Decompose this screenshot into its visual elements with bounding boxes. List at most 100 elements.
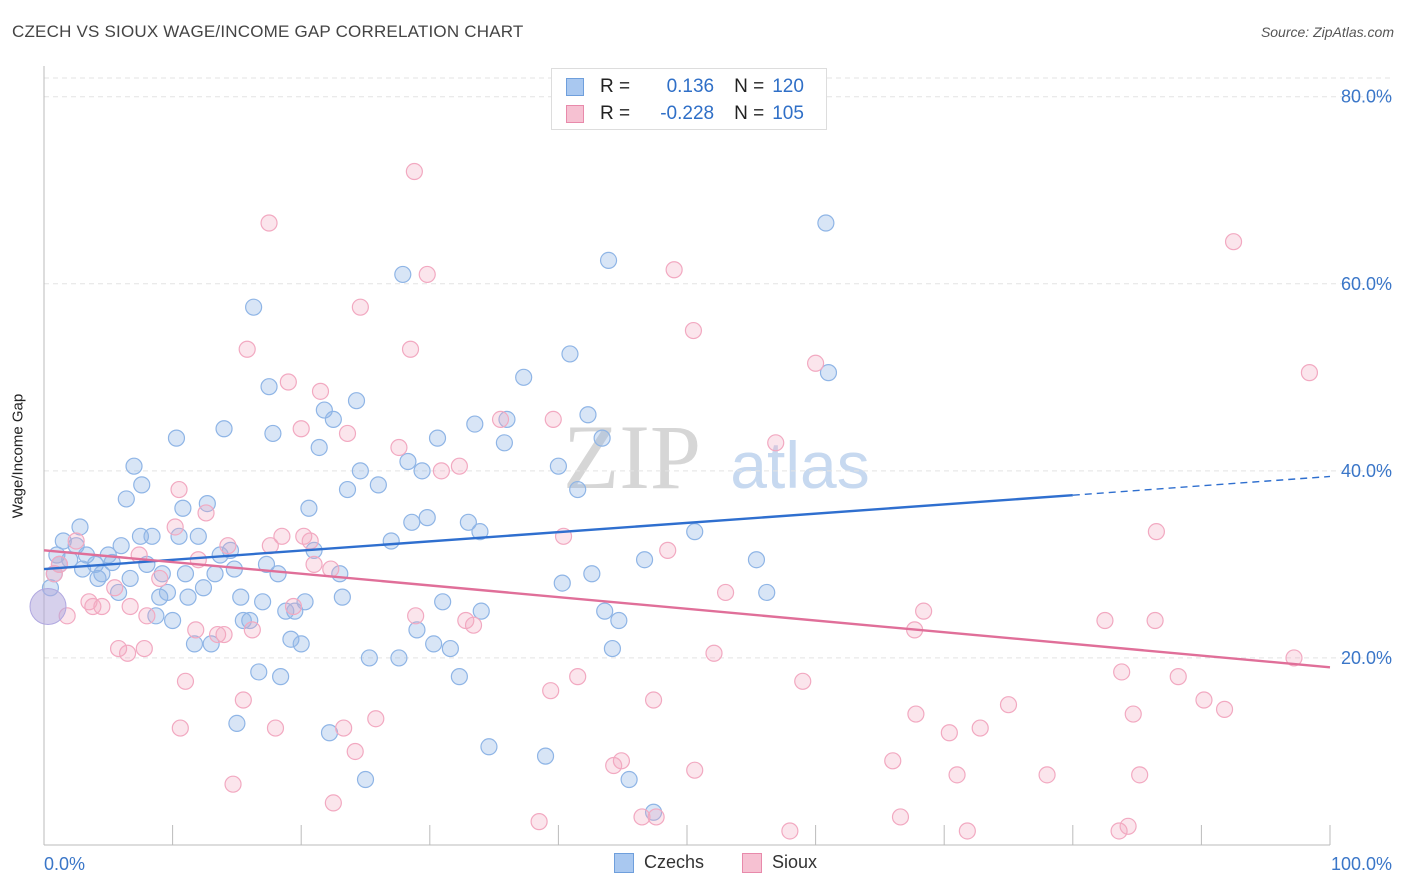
czechs-point: [133, 476, 151, 494]
sioux-point: [405, 162, 423, 181]
sioux-point: [238, 340, 256, 358]
sioux-point: [224, 775, 242, 793]
sioux-point: [705, 644, 723, 662]
sioux-point: [612, 752, 631, 770]
sioux-point: [1300, 364, 1319, 382]
sioux-point: [1131, 766, 1149, 784]
sioux-point: [1124, 705, 1142, 723]
czechs-point: [819, 364, 838, 382]
czechs-point: [356, 770, 375, 789]
sioux-point: [542, 682, 560, 700]
sioux-point: [151, 569, 169, 588]
sioux-point: [84, 597, 102, 616]
czechs-point: [480, 738, 498, 756]
czechs-point: [390, 649, 408, 667]
czechs-point: [117, 490, 135, 508]
czechs-point: [418, 509, 436, 527]
sioux-point: [1096, 611, 1114, 630]
sioux-point: [367, 710, 385, 728]
sioux-point: [197, 504, 215, 522]
czechs-point: [282, 630, 300, 648]
czechs-point: [234, 611, 252, 630]
sioux-point: [464, 616, 483, 634]
sioux-point: [1110, 822, 1128, 840]
sioux-point: [166, 518, 184, 536]
czechs-point: [71, 518, 89, 536]
czechs-point: [269, 565, 287, 583]
legend-row-czechs: R = 0.136 N = 120: [566, 74, 804, 100]
sioux-point: [891, 808, 910, 826]
czechs-point: [360, 649, 378, 667]
czechs-point: [399, 452, 417, 471]
sioux-point: [118, 644, 137, 662]
czechs-point: [315, 401, 333, 419]
czechs-point: [466, 415, 484, 433]
sioux-point: [351, 298, 369, 316]
sioux-point: [884, 752, 902, 770]
sioux-point: [311, 382, 330, 400]
czechs-point: [425, 635, 443, 653]
czechs-point: [495, 434, 513, 452]
sioux-point: [907, 705, 925, 723]
r-label: R =: [600, 76, 631, 97]
czechs-point: [553, 574, 571, 592]
czechs-point: [153, 565, 171, 583]
sioux-point: [1195, 691, 1213, 709]
sioux-point: [121, 597, 139, 616]
sioux-point: [915, 602, 933, 620]
czechs-point: [170, 527, 188, 545]
czechs-point: [498, 410, 516, 429]
sioux-point: [176, 672, 195, 690]
czechs-point: [167, 429, 186, 447]
legend-label-sioux: Sioux: [772, 852, 818, 872]
sioux-point: [659, 541, 677, 559]
czechs-swatch: [566, 78, 584, 96]
sioux-point: [450, 457, 468, 475]
czechs-point: [245, 298, 263, 316]
czechs-point: [300, 499, 318, 517]
sioux-point: [109, 639, 128, 658]
czechs-point: [579, 406, 597, 424]
sioux-point: [971, 719, 989, 737]
sioux-point: [187, 621, 205, 639]
sioux-point: [1147, 523, 1165, 541]
sioux-point: [569, 668, 587, 686]
czechs-point: [434, 593, 452, 611]
n-label: N =: [734, 103, 765, 124]
czechs-point: [593, 429, 611, 447]
sioux-point: [138, 607, 156, 625]
czechs-point: [324, 410, 342, 429]
czechs-point: [369, 476, 387, 494]
x-tick-label: 100.0%: [1331, 854, 1392, 874]
chart-title: CZECH VS SIOUX WAGE/INCOME GAP CORRELATI…: [12, 22, 524, 41]
sioux-point: [1113, 663, 1131, 681]
czechs-point: [599, 251, 618, 269]
source-label: Source: ZipAtlas.com: [1260, 24, 1394, 40]
czechs-point: [202, 635, 220, 653]
y-tick-label: 20.0%: [1341, 648, 1392, 668]
czechs-point: [382, 532, 400, 550]
sioux-point: [1215, 700, 1234, 718]
sioux-point: [284, 597, 303, 616]
sioux-point: [93, 597, 111, 616]
czechs-point: [158, 583, 177, 602]
n-value: 105: [772, 103, 804, 124]
sioux-point: [260, 214, 278, 232]
sioux-point: [401, 340, 420, 358]
sioux-point: [305, 555, 323, 573]
sioux-point: [266, 719, 285, 737]
sioux-swatch: [566, 105, 584, 123]
sioux-point: [170, 480, 188, 499]
czechs-trend-line: [43, 493, 1073, 571]
czechs-point: [272, 668, 290, 686]
czechs-point: [472, 602, 490, 620]
czechs-point: [333, 588, 351, 606]
czechs-point: [54, 532, 72, 550]
czechs-swatch: [614, 852, 634, 873]
czechs-point: [351, 462, 369, 480]
czechs-point: [515, 368, 533, 386]
sioux-point: [716, 583, 735, 602]
czechs-point: [264, 424, 282, 443]
czechs-point: [758, 583, 776, 602]
czechs-point: [250, 663, 268, 681]
